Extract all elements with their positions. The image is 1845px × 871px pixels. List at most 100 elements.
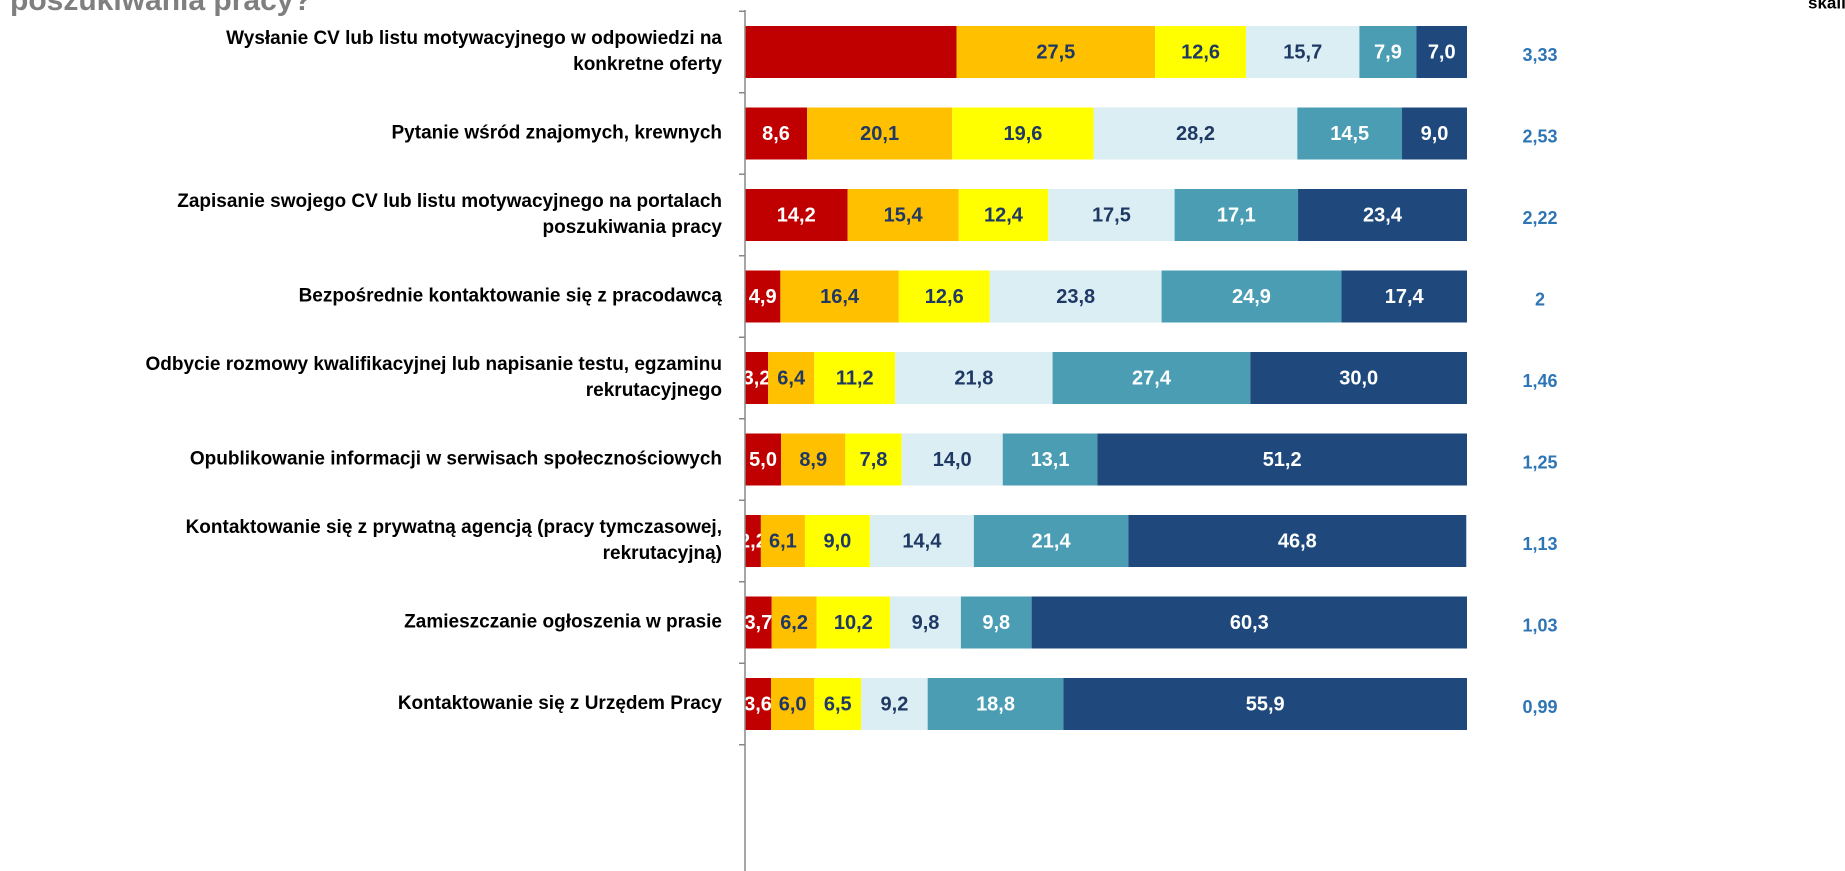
bar-segment xyxy=(816,596,891,649)
bar-segment xyxy=(804,515,870,567)
bar-segment xyxy=(1155,26,1247,78)
value-label: 7,8 xyxy=(860,449,888,471)
value-label: 17,5 xyxy=(1092,204,1131,226)
value-label: 46,8 xyxy=(1278,530,1317,552)
bar-segment xyxy=(958,189,1049,241)
bar-segment xyxy=(770,678,815,730)
category-label: konkretne oferty xyxy=(573,54,722,75)
value-label: 21,8 xyxy=(954,367,993,389)
value-label: 2,2 xyxy=(739,530,767,552)
value-label: 23,8 xyxy=(1056,286,1095,308)
bar-segment xyxy=(989,270,1162,323)
bar-segment xyxy=(890,596,961,649)
bar-segment xyxy=(1161,270,1342,323)
bar-segment xyxy=(745,107,808,160)
bar-segment xyxy=(1416,26,1467,78)
bar-segment xyxy=(1052,352,1251,404)
value-label: 27,5 xyxy=(1036,41,1075,63)
value-label: 6,4 xyxy=(777,367,806,389)
bar-segment xyxy=(814,678,862,730)
bar-segment xyxy=(869,515,974,567)
bar-segment xyxy=(745,270,781,323)
chart-title: poszukiwania pracy? xyxy=(10,0,312,17)
average-label: 1,25 xyxy=(1522,452,1557,472)
category-label: Zamieszczanie ogłoszenia w prasie xyxy=(404,612,722,633)
value-label: 12,4 xyxy=(984,204,1024,226)
category-label: rekrutacyjnego xyxy=(586,380,722,401)
bar-segment xyxy=(745,515,761,567)
value-label: 9,0 xyxy=(824,530,852,552)
category-label: Kontaktowanie się z prywatną agencją (pr… xyxy=(186,517,722,538)
bar-segment xyxy=(895,352,1053,404)
bar-segment xyxy=(901,433,1003,486)
average-label: 1,46 xyxy=(1522,371,1557,391)
value-label: 14,5 xyxy=(1330,123,1369,145)
value-label: 20,1 xyxy=(860,123,899,145)
bar-segment xyxy=(861,678,928,730)
average-label: 1,03 xyxy=(1522,615,1557,635)
value-label: 6,0 xyxy=(779,693,807,715)
bar-segment xyxy=(781,433,846,486)
value-label: 30,0 xyxy=(1339,367,1378,389)
bar-segment xyxy=(960,596,1032,649)
bar-segment xyxy=(973,515,1129,567)
bar-segment xyxy=(1048,189,1175,241)
bar-segment xyxy=(927,678,1064,730)
value-label: 60,3 xyxy=(1230,612,1269,634)
value-label: 14,0 xyxy=(933,449,972,471)
bar-segment xyxy=(1402,107,1467,160)
bar-segment xyxy=(1031,596,1467,649)
value-label: 6,2 xyxy=(780,612,808,634)
bar-segment xyxy=(745,596,772,649)
bar-segment xyxy=(1093,107,1298,160)
bar-segment xyxy=(952,107,1094,160)
category-label: Pytanie wśród znajomych, krewnych xyxy=(392,123,723,144)
value-label: 8,6 xyxy=(762,123,790,145)
bar-segment xyxy=(745,189,848,241)
bar-segment xyxy=(780,270,899,323)
category-label: rekrutacyjną) xyxy=(603,543,722,564)
value-label: 6,5 xyxy=(824,693,852,715)
average-label: 2,53 xyxy=(1522,126,1557,146)
category-label: Wysłanie CV lub listu motywacyjnego w od… xyxy=(226,28,722,49)
value-label: 23,4 xyxy=(1363,204,1403,226)
value-label: 9,0 xyxy=(1421,123,1449,145)
value-label: 6,1 xyxy=(769,530,797,552)
value-label: 3,6 xyxy=(744,693,772,715)
category-label: Opublikowanie informacji w serwisach spo… xyxy=(190,449,722,470)
bar-segment xyxy=(760,515,805,567)
bar-segment xyxy=(898,270,990,323)
value-label: 21,4 xyxy=(1032,530,1072,552)
value-label: 14,4 xyxy=(902,530,942,552)
bar-segment xyxy=(1298,189,1467,241)
bar-segment xyxy=(1359,26,1417,78)
category-label: Kontaktowanie się z Urzędem Pracy xyxy=(398,693,723,714)
value-label: 9,2 xyxy=(881,693,909,715)
value-label: 55,9 xyxy=(1246,693,1285,715)
bar-segment xyxy=(847,189,959,241)
bar-segment xyxy=(745,352,769,404)
bar-segment xyxy=(814,352,896,404)
bar-segment xyxy=(745,678,771,730)
value-label: 11,2 xyxy=(836,367,874,389)
value-label: 18,8 xyxy=(976,693,1015,715)
value-label: 14,2 xyxy=(777,204,816,226)
value-label: 15,7 xyxy=(1283,41,1322,63)
bar-segment xyxy=(1063,678,1467,730)
bar-segment xyxy=(745,26,957,78)
bar-segment xyxy=(956,26,1156,78)
value-label: 3,7 xyxy=(744,612,772,634)
value-label: 28,2 xyxy=(1176,123,1215,145)
bar-segment xyxy=(845,433,902,486)
bar-segment xyxy=(1128,515,1467,567)
value-label: 9,8 xyxy=(982,612,1010,634)
bar-segment xyxy=(1341,270,1467,323)
value-label: 19,6 xyxy=(1004,123,1043,145)
category-label: Odbycie rozmowy kwalifikacyjnej lub napi… xyxy=(146,354,723,375)
value-label: 16,4 xyxy=(820,286,860,308)
value-label: 13,1 xyxy=(1031,449,1070,471)
value-label: 51,2 xyxy=(1263,449,1302,471)
bar-segment xyxy=(771,596,817,649)
